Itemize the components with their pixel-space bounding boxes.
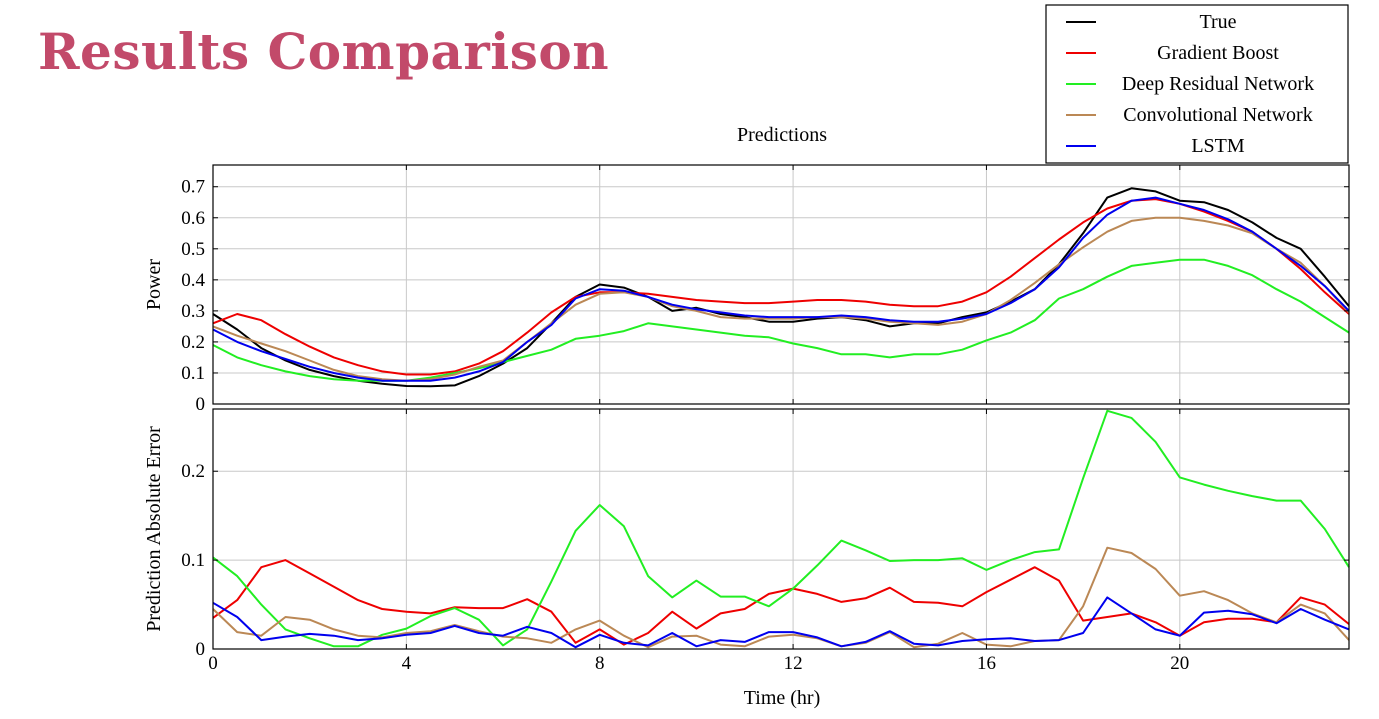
legend-box <box>1045 4 1349 164</box>
top-series-gradient-boost <box>212 198 1350 376</box>
x-tick-label: 8 <box>595 653 605 674</box>
x-tick-label: 0 <box>208 653 218 674</box>
top-y-tick-label: 0.1 <box>181 363 205 384</box>
top-y-tick-label: 0.3 <box>181 301 205 322</box>
top-series-deep-residual-network <box>212 258 1350 382</box>
top-y-tick-label: 0.5 <box>181 239 205 260</box>
chart-legend: True Gradient Boost Deep Residual Network C… <box>1045 4 1349 164</box>
bottom-y-tick-label: 0 <box>196 639 206 660</box>
time-axis-label: Time (hr) <box>744 687 820 709</box>
x-tick-label: 20 <box>1170 653 1189 674</box>
slide-title: Results Comparison <box>38 22 610 81</box>
bottom-y-axis-label: Prediction Absolute Error <box>143 426 165 632</box>
legend-label-gradient-boost: Gradient Boost <box>1157 42 1279 64</box>
legend-label-true: True <box>1199 11 1236 33</box>
x-tick-label: 12 <box>784 653 803 674</box>
predictions-chart-title: Predictions <box>737 124 827 146</box>
predictions-plot: 0 0.1 0.2 0.3 0.4 0.5 0.6 0.7 Power <box>143 164 1350 415</box>
x-tick-label: 4 <box>402 653 412 674</box>
top-y-tick-label: 0.4 <box>181 270 205 291</box>
error-plot: 0 0.1 0.2 0 4 8 12 16 20 Prediction Absolute Erro… <box>143 408 1350 674</box>
top-y-tick-label: 0.6 <box>181 208 205 229</box>
top-series-true <box>212 187 1350 388</box>
top-y-tick-label: 0.7 <box>181 177 205 198</box>
legend-label-lstm: LSTM <box>1191 135 1245 157</box>
bottom-plot-frame <box>212 408 1350 650</box>
top-y-tick-label: 0 <box>196 394 206 415</box>
bottom-series-convolutional-network <box>212 546 1350 649</box>
bottom-y-tick-label: 0.1 <box>181 550 205 571</box>
bottom-series-deep-residual-network <box>212 409 1350 648</box>
bottom-series-lstm <box>212 596 1350 649</box>
legend-label-deep-residual-network: Deep Residual Network <box>1122 73 1314 95</box>
top-series-lstm <box>212 196 1350 382</box>
top-plot-frame <box>212 164 1350 405</box>
top-y-axis-label: Power <box>143 259 165 310</box>
top-y-tick-label: 0.2 <box>181 332 205 353</box>
bottom-series-gradient-boost <box>212 559 1350 646</box>
bottom-y-tick-label: 0.2 <box>181 461 205 482</box>
top-series-convolutional-network <box>212 216 1350 382</box>
x-tick-label: 16 <box>977 653 996 674</box>
legend-label-convolutional-network: Convolutional Network <box>1123 104 1312 126</box>
